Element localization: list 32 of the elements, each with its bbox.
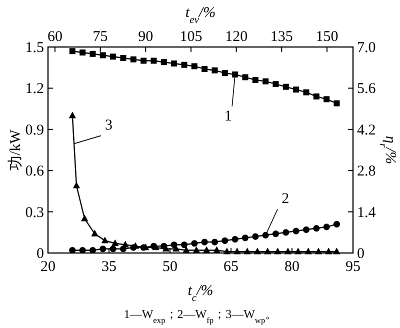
y2-tick-label: 4.2 <box>357 122 376 138</box>
x2-tick-label: 135 <box>270 29 293 45</box>
x2-tick-label: 105 <box>180 29 202 45</box>
x2-tick-label: 75 <box>92 29 108 45</box>
x2-tick-label: 120 <box>225 29 248 45</box>
y-tick-label: 0.3 <box>25 204 44 221</box>
x2-tick-label: 60 <box>47 29 62 45</box>
y-axis-title: 功/kW <box>7 128 24 170</box>
y2-tick-label: 0 <box>357 246 364 262</box>
y-tick-label: 0 <box>36 246 44 262</box>
y-tick-label: 0.9 <box>25 122 44 138</box>
x-tick-label: 35 <box>102 259 116 275</box>
text: 1—W$_{exp}$；2—W$_{fp}$；3—W$_{wp}$。 <box>124 307 278 324</box>
x2-tick-label: 90 <box>138 29 154 45</box>
x-tick-label: 95 <box>346 259 360 275</box>
y-tick-label: 1.2 <box>25 81 44 98</box>
x2-axis-title: t$_{ev}$/% <box>185 5 216 26</box>
x-tick-label: 65 <box>224 259 238 275</box>
y-tick-label: 1.5 <box>25 40 44 56</box>
x-tick-label: 80 <box>284 259 300 275</box>
y2-tick-label: 5.6 <box>357 81 376 98</box>
x-tick-label: 50 <box>162 259 178 275</box>
x2-tick-label: 150 <box>316 29 338 45</box>
legend-label: 1 <box>224 108 232 124</box>
series-label: 2 <box>282 191 290 208</box>
y-tick-label: 0.6 <box>25 164 44 180</box>
y2-tick-label: 2.8 <box>357 164 376 180</box>
series-label: 3 <box>105 118 113 134</box>
x-axis-title: t$_{c}$/% <box>188 283 214 304</box>
y2-tick-label: 7.0 <box>357 40 376 56</box>
x-tick-label: 20 <box>40 259 56 275</box>
y2-tick-label: 1.4 <box>357 204 376 221</box>
